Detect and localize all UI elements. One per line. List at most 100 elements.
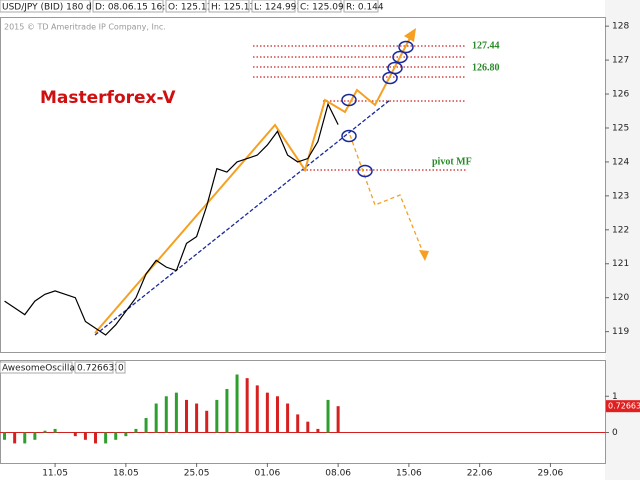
close: C: 125.093 bbox=[300, 3, 349, 13]
y-tick-label: 126 bbox=[612, 90, 629, 100]
y-tick-label: 1 bbox=[612, 392, 618, 402]
oscillator-title: AwesomeOscillator bbox=[2, 364, 88, 374]
y-tick-label: 121 bbox=[612, 259, 629, 269]
oscillator-bar bbox=[124, 432, 128, 437]
x-tick-label: 15.06 bbox=[396, 469, 422, 479]
projection-path bbox=[349, 134, 425, 256]
oscillator-bar bbox=[33, 432, 37, 440]
price-axis-strip bbox=[605, 0, 640, 480]
header: USD/JPY (BID) 180 d 4h D: 08.06.15 16:00… bbox=[0, 0, 384, 13]
price-panel bbox=[0, 17, 606, 353]
oscillator-bar bbox=[215, 399, 219, 433]
marker-circle bbox=[341, 129, 357, 143]
oscillator-bar bbox=[174, 392, 178, 433]
oscillator-bar bbox=[235, 374, 239, 433]
value-box bbox=[606, 400, 640, 413]
oscillator-bar bbox=[326, 399, 330, 433]
y-tick-label: 125 bbox=[612, 123, 629, 133]
oscillator-bar bbox=[185, 399, 189, 433]
oscillator-bar bbox=[114, 432, 118, 440]
open: O: 125.11 bbox=[168, 3, 212, 13]
trend-line bbox=[94, 99, 391, 336]
y-tick-label: 122 bbox=[612, 225, 629, 235]
chart-title: Masterforex-V bbox=[40, 88, 176, 108]
oscillator-bar bbox=[73, 432, 77, 437]
y-tick-label: 128 bbox=[612, 22, 629, 32]
cell bbox=[74, 361, 114, 374]
oscillator-bar bbox=[53, 428, 57, 433]
y-tick-label: 119 bbox=[612, 327, 629, 337]
y-tick-label: 123 bbox=[612, 191, 629, 201]
oscillator-bar bbox=[154, 403, 158, 433]
arrow-head bbox=[404, 28, 416, 42]
x-tick-label: 11.05 bbox=[42, 469, 68, 479]
marker-circle bbox=[392, 50, 408, 64]
oscillator-bar bbox=[265, 392, 269, 433]
x-tick-label: 18.05 bbox=[113, 469, 139, 479]
marker-circle bbox=[398, 40, 414, 54]
cell bbox=[0, 0, 91, 13]
marker-circle bbox=[357, 164, 373, 178]
marker-circle bbox=[341, 93, 357, 107]
x-tick-label: 22.06 bbox=[467, 469, 493, 479]
x-tick-label: 01.06 bbox=[254, 469, 280, 479]
oscillator-param: 0 bbox=[118, 364, 124, 374]
oscillator-bar bbox=[225, 389, 229, 433]
cell bbox=[115, 361, 126, 374]
oscillator-bar bbox=[104, 432, 108, 444]
oscillator-bar bbox=[275, 396, 279, 433]
x-tick-label: 25.05 bbox=[184, 469, 210, 479]
oscillator-bar bbox=[245, 378, 249, 433]
low: L: 124.993 bbox=[254, 3, 302, 13]
oscillator-bar bbox=[336, 406, 340, 433]
high: H: 125.13 bbox=[211, 3, 255, 13]
cell bbox=[92, 0, 164, 13]
cell bbox=[208, 0, 250, 13]
oscillator-bar bbox=[43, 430, 47, 433]
oscillator-bar bbox=[134, 428, 138, 433]
oscillator-bar bbox=[255, 385, 259, 433]
cell bbox=[0, 361, 73, 374]
oscillator-bar bbox=[13, 432, 17, 444]
cell bbox=[251, 0, 296, 13]
y-tick-label: 124 bbox=[612, 157, 629, 167]
y-tick-label: 0 bbox=[612, 428, 618, 438]
oscillator-panel bbox=[0, 360, 606, 464]
range: R: 0.144 bbox=[346, 3, 384, 13]
markers bbox=[341, 40, 414, 178]
oscillator-bar bbox=[144, 418, 148, 433]
level-label: 127.44 bbox=[472, 40, 500, 51]
oscillator-current: 0.726632 bbox=[77, 364, 120, 374]
oscillator-bar bbox=[94, 432, 98, 444]
y-tick-label: 127 bbox=[612, 56, 629, 66]
y-tick-label: 120 bbox=[612, 293, 629, 303]
oscillator-bar bbox=[195, 403, 199, 433]
oscillator-bar bbox=[316, 428, 320, 433]
x-tick-label: 08.06 bbox=[325, 469, 351, 479]
oscillator-bar bbox=[23, 432, 27, 444]
cell bbox=[297, 0, 342, 13]
value-box-label: 0.72663 bbox=[608, 402, 640, 411]
copyright: 2015 © TD Ameritrade IP Company, Inc. bbox=[4, 23, 166, 32]
oscillator-bar bbox=[164, 396, 168, 433]
date: D: 08.06.15 16:00 bbox=[95, 3, 177, 13]
arrow-head bbox=[419, 250, 429, 261]
oscillator-bar bbox=[296, 414, 300, 433]
level-lines bbox=[253, 45, 467, 171]
level-label: 126.80 bbox=[472, 62, 500, 73]
oscillator-bar bbox=[3, 432, 7, 440]
oscillator-bar bbox=[83, 432, 87, 440]
level-label: pivot MF bbox=[432, 156, 472, 167]
wave-path bbox=[94, 37, 411, 334]
oscillator-bar bbox=[205, 410, 209, 433]
cell bbox=[343, 0, 379, 13]
annotations bbox=[94, 28, 467, 336]
cell bbox=[165, 0, 207, 13]
x-tick-label: 29.06 bbox=[538, 469, 564, 479]
oscillator-bar bbox=[286, 403, 290, 433]
oscillator-bar bbox=[306, 421, 310, 433]
price-line bbox=[4, 102, 339, 336]
marker-circle bbox=[387, 61, 403, 75]
